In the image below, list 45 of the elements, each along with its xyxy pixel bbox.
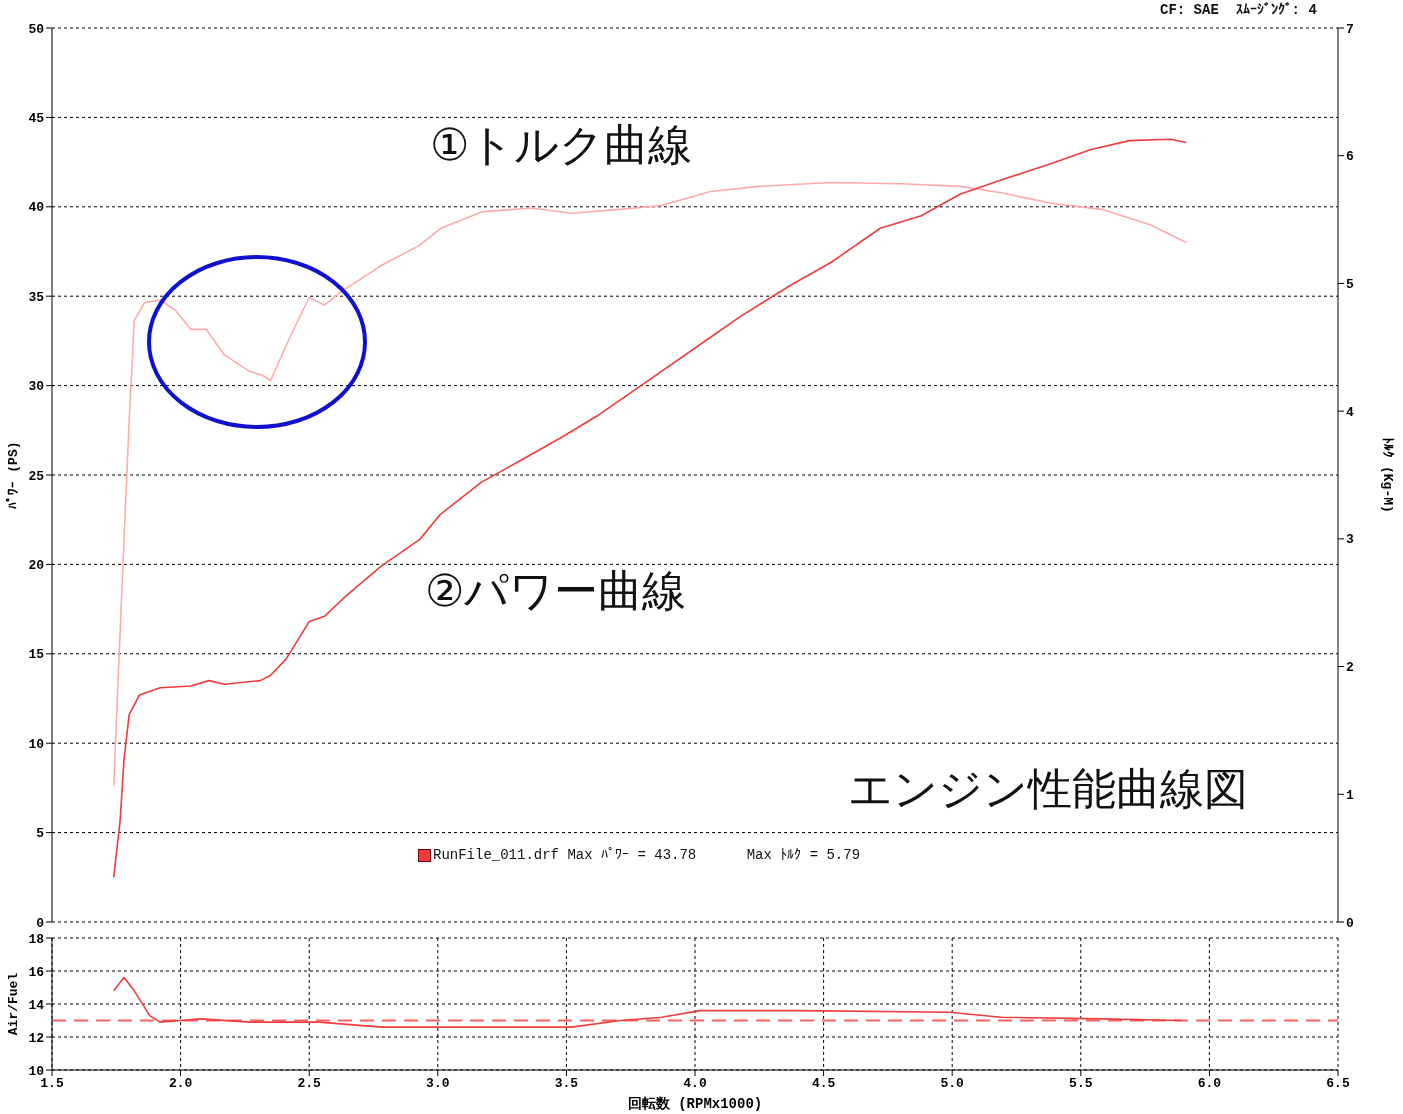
x-tick-label: 5.5 [1069,1076,1093,1092]
line-series [112,976,1182,1028]
y-tick-label: 14 [28,997,45,1013]
series-label: ①トルク曲線 [430,118,693,172]
y-tick-label: 16 [28,964,45,980]
x-tick-label: 5.0 [940,1076,965,1092]
y-tick-label: 0 [36,915,45,931]
y2-axis-title: ﾄﾙｸ (Kg-M) [1380,437,1396,513]
y-tick-label: 10 [28,1063,45,1079]
y-tick-label: 45 [28,111,45,127]
series-label: ②パワー曲線 [425,564,687,618]
y-tick-label: 12 [28,1030,45,1046]
y-tick-label: 35 [28,289,45,305]
y-tick-label: 18 [28,931,45,947]
x-tick-label: 2.5 [297,1076,322,1092]
x-axis-title: 回転数 (RPMx1000) [627,1096,763,1112]
x-tick-label: 3.5 [554,1076,579,1092]
y2-tick-label: 7 [1346,21,1354,37]
y2-tick-label: 0 [1346,915,1354,931]
y-tick-label: 15 [28,647,45,663]
y-tick-label: 5 [36,826,45,842]
y-tick-label: 50 [28,21,45,37]
y2-tick-label: 4 [1346,404,1354,420]
y2-tick-label: 5 [1346,277,1354,293]
x-tick-label: 6.0 [1197,1076,1222,1092]
y-tick-label: 10 [28,736,45,752]
x-tick-label: 6.5 [1326,1076,1350,1092]
y-tick-label: 40 [28,200,45,216]
y2-tick-label: 3 [1346,532,1354,548]
y-axis-title: ﾊﾟﾜｰ (PS) [4,441,21,509]
x-tick-label: 4.0 [683,1076,707,1092]
x-tick-label: 3.0 [426,1076,450,1092]
x-tick-label: 1.5 [40,1076,64,1092]
y2-tick-label: 1 [1346,787,1354,803]
y-tick-label: 25 [28,468,45,484]
text: CF: SAE ｽﾑｰｼﾞﾝｸﾞ: 4 [1160,2,1317,18]
y-tick-label: 20 [28,558,45,574]
x-tick-label: 4.5 [811,1076,836,1092]
annotation: エンジン性能曲線図 [848,762,1248,816]
y-tick-label: 30 [28,379,45,395]
annotation: RunFile_011.drf Max ﾊﾟﾜｰ = 43.78 Max ﾄﾙｸ = 5.79 [433,847,861,863]
x-tick-label: 2.0 [168,1076,193,1092]
y2-tick-label: 6 [1346,149,1354,165]
y2-tick-label: 2 [1346,660,1354,676]
y-axis-title: Air/Fuel [5,972,21,1036]
